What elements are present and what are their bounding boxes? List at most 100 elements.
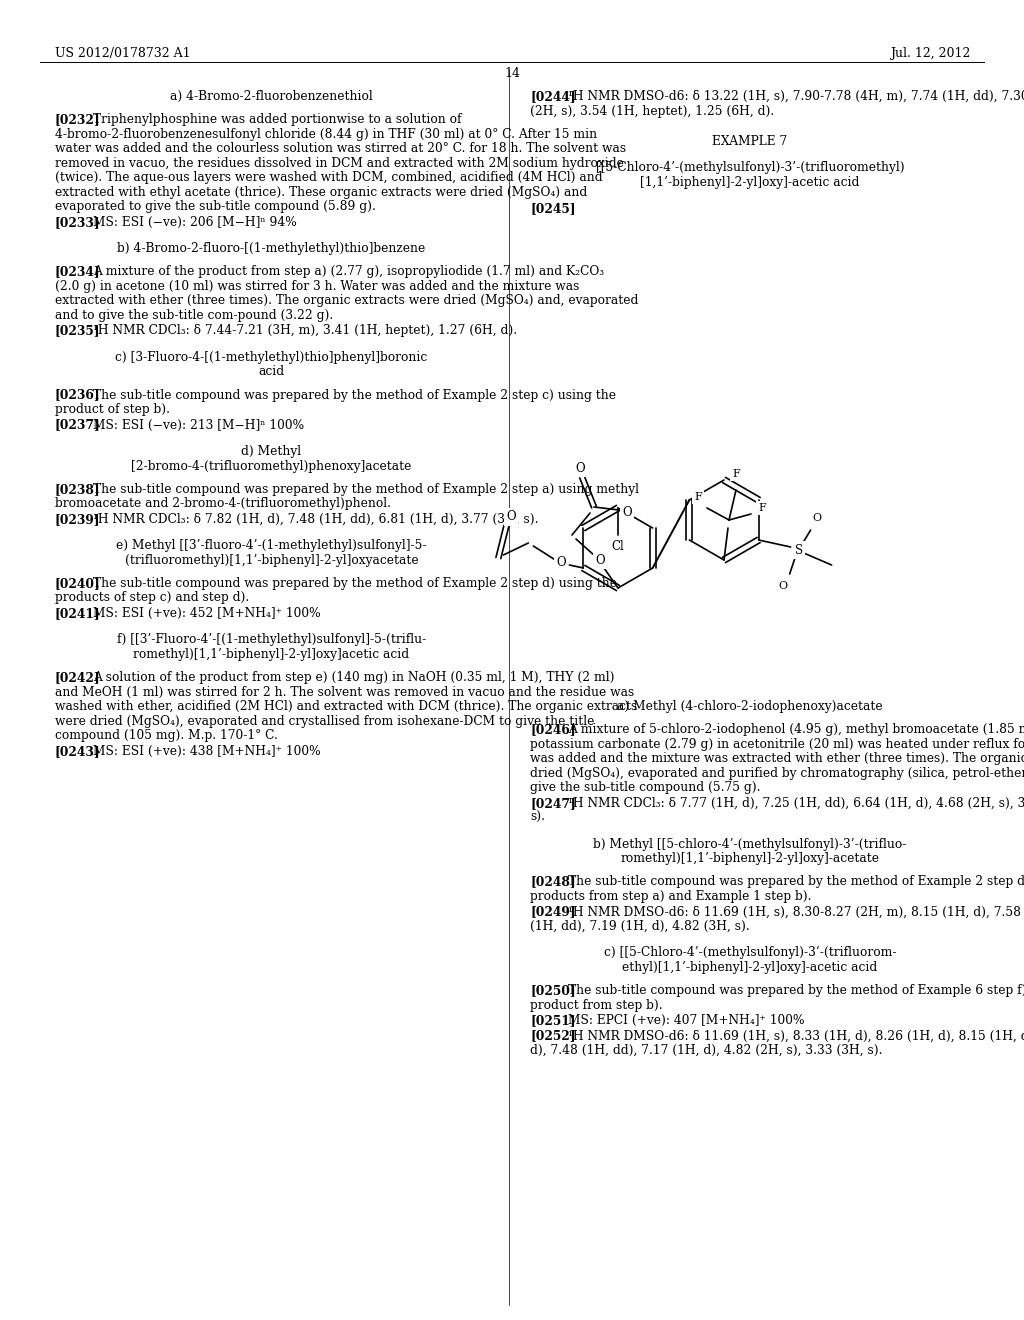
Text: [[5-Chloro-4’-(methylsulfonyl)-3’-(trifluoromethyl): [[5-Chloro-4’-(methylsulfonyl)-3’-(trifl… bbox=[596, 161, 904, 174]
Text: A mixture of 5-chloro-2-iodophenol (4.95 g), methyl bromoacetate (1.85 ml) and: A mixture of 5-chloro-2-iodophenol (4.95… bbox=[567, 723, 1024, 737]
Text: extracted with ethyl acetate (thrice). These organic extracts were dried (MgSO₄): extracted with ethyl acetate (thrice). T… bbox=[55, 186, 587, 199]
Text: and to give the sub-title com-pound (3.22 g).: and to give the sub-title com-pound (3.2… bbox=[55, 309, 333, 322]
Text: products from step a) and Example 1 step b).: products from step a) and Example 1 step… bbox=[530, 890, 811, 903]
Text: [0251]: [0251] bbox=[530, 1014, 575, 1027]
Text: and MeOH (1 ml) was stirred for 2 h. The solvent was removed in vacuo and the re: and MeOH (1 ml) was stirred for 2 h. The… bbox=[55, 685, 634, 698]
Text: [0244]: [0244] bbox=[530, 90, 575, 103]
Text: 14: 14 bbox=[504, 67, 520, 81]
Text: romethyl)[1,1’-biphenyl]-2-yl]oxy]acetic acid: romethyl)[1,1’-biphenyl]-2-yl]oxy]acetic… bbox=[133, 648, 410, 661]
Text: [0248]: [0248] bbox=[530, 875, 575, 888]
Text: product of step b).: product of step b). bbox=[55, 403, 170, 416]
Text: water was added and the colourless solution was stirred at 20° C. for 18 h. The : water was added and the colourless solut… bbox=[55, 143, 626, 156]
Text: bromoacetate and 2-bromo-4-(trifluoromethyl)phenol.: bromoacetate and 2-bromo-4-(trifluoromet… bbox=[55, 498, 391, 511]
Text: The sub-title compound was prepared by the method of Example 2 step a) using met: The sub-title compound was prepared by t… bbox=[93, 483, 639, 496]
Text: EXAMPLE 7: EXAMPLE 7 bbox=[713, 135, 787, 148]
Text: S: S bbox=[795, 544, 803, 557]
Text: d) Methyl: d) Methyl bbox=[242, 445, 301, 458]
Text: F: F bbox=[758, 503, 766, 513]
Text: removed in vacuo, the residues dissolved in DCM and extracted with 2M sodium hyd: removed in vacuo, the residues dissolved… bbox=[55, 157, 624, 170]
Text: A mixture of the product from step a) (2.77 g), isopropyliodide (1.7 ml) and K₂C: A mixture of the product from step a) (2… bbox=[93, 265, 604, 279]
Text: 4-bromo-2-fluorobenzenesulfonyl chloride (8.44 g) in THF (30 ml) at 0° C. After : 4-bromo-2-fluorobenzenesulfonyl chloride… bbox=[55, 128, 597, 141]
Text: US 2012/0178732 A1: US 2012/0178732 A1 bbox=[55, 48, 190, 59]
Text: ¹H NMR DMSO-d6: δ 11.69 (1H, s), 8.30-8.27 (2H, m), 8.15 (1H, d), 7.58 (1H, d), : ¹H NMR DMSO-d6: δ 11.69 (1H, s), 8.30-8.… bbox=[567, 906, 1024, 919]
Text: compound (105 mg). M.p. 170-1° C.: compound (105 mg). M.p. 170-1° C. bbox=[55, 729, 278, 742]
Text: (trifluoromethyl)[1,1’-biphenyl]-2-yl]oxyacetate: (trifluoromethyl)[1,1’-biphenyl]-2-yl]ox… bbox=[125, 554, 419, 566]
Text: The sub-title compound was prepared by the method of Example 2 step c) using the: The sub-title compound was prepared by t… bbox=[93, 388, 615, 401]
Text: was added and the mixture was extracted with ether (three times). The organic ex: was added and the mixture was extracted … bbox=[530, 752, 1024, 766]
Text: products of step c) and step d).: products of step c) and step d). bbox=[55, 591, 249, 605]
Text: ¹H NMR CDCl₃: δ 7.44-7.21 (3H, m), 3.41 (1H, heptet), 1.27 (6H, d).: ¹H NMR CDCl₃: δ 7.44-7.21 (3H, m), 3.41 … bbox=[93, 325, 517, 338]
Text: f) [[3’-Fluoro-4’-[(1-methylethyl)sulfonyl]-5-(triflu-: f) [[3’-Fluoro-4’-[(1-methylethyl)sulfon… bbox=[117, 634, 426, 647]
Text: Jul. 12, 2012: Jul. 12, 2012 bbox=[890, 48, 970, 59]
Text: MS: ESI (−ve): 206 [M−H]ⁿ 94%: MS: ESI (−ve): 206 [M−H]ⁿ 94% bbox=[93, 215, 297, 228]
Text: e) Methyl [[3’-fluoro-4’-(1-methylethyl)sulfonyl]-5-: e) Methyl [[3’-fluoro-4’-(1-methylethyl)… bbox=[117, 540, 427, 552]
Text: c) [[5-Chloro-4’-(methylsulfonyl)-3’-(trifluorom-: c) [[5-Chloro-4’-(methylsulfonyl)-3’-(tr… bbox=[604, 946, 896, 960]
Text: ¹H NMR DMSO-d6: δ 11.69 (1H, s), 8.33 (1H, d), 8.26 (1H, d), 8.15 (1H, dd), 7.57: ¹H NMR DMSO-d6: δ 11.69 (1H, s), 8.33 (1… bbox=[567, 1030, 1024, 1043]
Text: The sub-title compound was prepared by the method of Example 2 step d) using the: The sub-title compound was prepared by t… bbox=[93, 577, 616, 590]
Text: [2-bromo-4-(trifluoromethyl)phenoxy]acetate: [2-bromo-4-(trifluoromethyl)phenoxy]acet… bbox=[131, 459, 412, 473]
Text: b) Methyl [[5-chloro-4’-(methylsulfonyl)-3’-(trifluo-: b) Methyl [[5-chloro-4’-(methylsulfonyl)… bbox=[593, 838, 906, 850]
Text: acid: acid bbox=[258, 366, 285, 379]
Text: F: F bbox=[694, 492, 701, 502]
Text: F: F bbox=[732, 469, 740, 479]
Text: O: O bbox=[507, 511, 516, 524]
Text: product from step b).: product from step b). bbox=[530, 999, 663, 1011]
Text: [0243]: [0243] bbox=[55, 744, 100, 758]
Text: a) Methyl (4-chloro-2-iodophenoxy)acetate: a) Methyl (4-chloro-2-iodophenoxy)acetat… bbox=[617, 700, 883, 713]
Text: ¹H NMR CDCl₃: δ 7.82 (1H, d), 7.48 (1H, dd), 6.81 (1H, d), 3.77 (3H, s).: ¹H NMR CDCl₃: δ 7.82 (1H, d), 7.48 (1H, … bbox=[93, 512, 539, 525]
Text: s).: s). bbox=[530, 812, 545, 824]
Text: ¹H NMR DMSO-d6: δ 13.22 (1H, s), 7.90-7.78 (4H, m), 7.74 (1H, dd), 7.30 (1H, d),: ¹H NMR DMSO-d6: δ 13.22 (1H, s), 7.90-7.… bbox=[567, 90, 1024, 103]
Text: O: O bbox=[623, 506, 632, 519]
Text: ethyl)[1,1’-biphenyl]-2-yl]oxy]-acetic acid: ethyl)[1,1’-biphenyl]-2-yl]oxy]-acetic a… bbox=[623, 961, 878, 974]
Text: (twice). The aque-ous layers were washed with DCM, combined, acidified (4M HCl) : (twice). The aque-ous layers were washed… bbox=[55, 172, 603, 185]
Text: give the sub-title compound (5.75 g).: give the sub-title compound (5.75 g). bbox=[530, 781, 761, 795]
Text: [0250]: [0250] bbox=[530, 985, 575, 997]
Text: [0240]: [0240] bbox=[55, 577, 100, 590]
Text: a) 4-Bromo-2-fluorobenzenethiol: a) 4-Bromo-2-fluorobenzenethiol bbox=[170, 90, 373, 103]
Text: O: O bbox=[575, 462, 585, 474]
Text: romethyl)[1,1’-biphenyl]-2-yl]oxy]-acetate: romethyl)[1,1’-biphenyl]-2-yl]oxy]-aceta… bbox=[621, 853, 880, 865]
Text: The sub-title compound was prepared by the method of Example 2 step d) using the: The sub-title compound was prepared by t… bbox=[567, 875, 1024, 888]
Text: c) [3-Fluoro-4-[(1-methylethyl)thio]phenyl]boronic: c) [3-Fluoro-4-[(1-methylethyl)thio]phen… bbox=[116, 351, 428, 364]
Text: [0239]: [0239] bbox=[55, 512, 100, 525]
Text: A solution of the product from step e) (140 mg) in NaOH (0.35 ml, 1 M), THY (2 m: A solution of the product from step e) (… bbox=[93, 671, 614, 684]
Text: [0232]: [0232] bbox=[55, 114, 100, 127]
Text: [0241]: [0241] bbox=[55, 607, 100, 620]
Text: [0237]: [0237] bbox=[55, 418, 100, 432]
Text: [0238]: [0238] bbox=[55, 483, 100, 496]
Text: [0252]: [0252] bbox=[530, 1030, 575, 1043]
Text: O: O bbox=[557, 557, 566, 569]
Text: MS: ESI (−ve): 213 [M−H]ⁿ 100%: MS: ESI (−ve): 213 [M−H]ⁿ 100% bbox=[93, 418, 304, 432]
Text: b) 4-Bromo-2-fluoro-[(1-methylethyl)thio]benzene: b) 4-Bromo-2-fluoro-[(1-methylethyl)thio… bbox=[118, 242, 426, 255]
Text: MS: ESI (+ve): 438 [M+NH₄]⁺ 100%: MS: ESI (+ve): 438 [M+NH₄]⁺ 100% bbox=[93, 744, 321, 758]
Text: potassium carbonate (2.79 g) in acetonitrile (20 ml) was heated under reflux for: potassium carbonate (2.79 g) in acetonit… bbox=[530, 738, 1024, 751]
Text: (2.0 g) in acetone (10 ml) was stirred for 3 h. Water was added and the mixture : (2.0 g) in acetone (10 ml) was stirred f… bbox=[55, 280, 580, 293]
Text: The sub-title compound was prepared by the method of Example 6 step f) using the: The sub-title compound was prepared by t… bbox=[567, 985, 1024, 997]
Text: [0235]: [0235] bbox=[55, 325, 100, 338]
Text: O: O bbox=[778, 581, 787, 591]
Text: were dried (MgSO₄), evaporated and crystallised from isohexane-DCM to give the t: were dried (MgSO₄), evaporated and cryst… bbox=[55, 714, 594, 727]
Text: O: O bbox=[595, 553, 605, 566]
Text: [0246]: [0246] bbox=[530, 723, 575, 737]
Text: [0236]: [0236] bbox=[55, 388, 100, 401]
Text: MS: EPCI (+ve): 407 [M+NH₄]⁺ 100%: MS: EPCI (+ve): 407 [M+NH₄]⁺ 100% bbox=[567, 1014, 804, 1027]
Text: Cl: Cl bbox=[611, 540, 625, 553]
Text: [0245]: [0245] bbox=[530, 202, 575, 215]
Text: MS: ESI (+ve): 452 [M+NH₄]⁺ 100%: MS: ESI (+ve): 452 [M+NH₄]⁺ 100% bbox=[93, 607, 321, 620]
Text: [0233]: [0233] bbox=[55, 215, 100, 228]
Text: washed with ether, acidified (2M HCl) and extracted with DCM (thrice). The organ: washed with ether, acidified (2M HCl) an… bbox=[55, 700, 637, 713]
Text: (2H, s), 3.54 (1H, heptet), 1.25 (6H, d).: (2H, s), 3.54 (1H, heptet), 1.25 (6H, d)… bbox=[530, 104, 774, 117]
Text: [0249]: [0249] bbox=[530, 906, 575, 919]
Text: [0242]: [0242] bbox=[55, 671, 100, 684]
Text: [0234]: [0234] bbox=[55, 265, 100, 279]
Text: d), 7.48 (1H, dd), 7.17 (1H, d), 4.82 (2H, s), 3.33 (3H, s).: d), 7.48 (1H, dd), 7.17 (1H, d), 4.82 (2… bbox=[530, 1044, 883, 1057]
Text: Triphenylphosphine was added portionwise to a solution of: Triphenylphosphine was added portionwise… bbox=[93, 114, 461, 127]
Text: [0247]: [0247] bbox=[530, 797, 575, 809]
Text: O: O bbox=[812, 513, 821, 523]
Text: evaporated to give the sub-title compound (5.89 g).: evaporated to give the sub-title compoun… bbox=[55, 201, 376, 214]
Text: extracted with ether (three times). The organic extracts were dried (MgSO₄) and,: extracted with ether (three times). The … bbox=[55, 294, 638, 308]
Text: (1H, dd), 7.19 (1H, d), 4.82 (3H, s).: (1H, dd), 7.19 (1H, d), 4.82 (3H, s). bbox=[530, 920, 750, 933]
Text: [1,1’-biphenyl]-2-yl]oxy]-acetic acid: [1,1’-biphenyl]-2-yl]oxy]-acetic acid bbox=[640, 176, 860, 189]
Text: dried (MgSO₄), evaporated and purified by chromatography (silica, petrol-ether a: dried (MgSO₄), evaporated and purified b… bbox=[530, 767, 1024, 780]
Text: ¹H NMR CDCl₃: δ 7.77 (1H, d), 7.25 (1H, dd), 6.64 (1H, d), 4.68 (2H, s), 3.81 (3: ¹H NMR CDCl₃: δ 7.77 (1H, d), 7.25 (1H, … bbox=[567, 797, 1024, 809]
